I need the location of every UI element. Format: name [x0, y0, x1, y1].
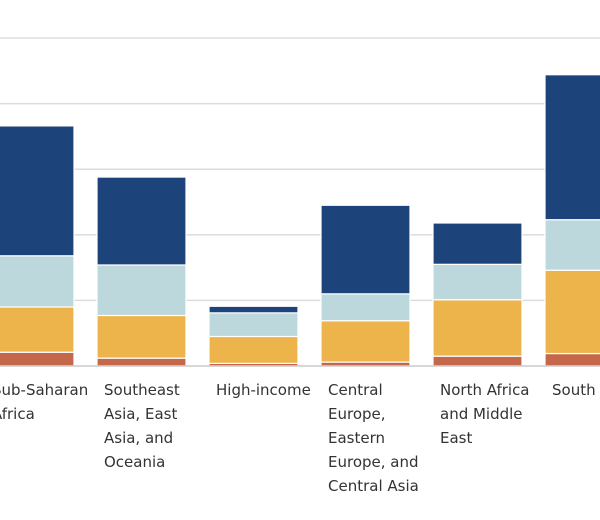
bar-segment-2-2 — [208, 312, 299, 338]
bar-segment-0-1 — [0, 306, 75, 353]
bar-segment-4-0 — [432, 355, 523, 367]
bar-segment-2-3 — [208, 305, 299, 314]
bar-segment-5-2 — [544, 219, 600, 271]
bar-segment-4-1 — [432, 299, 523, 357]
bar-segment-2-1 — [208, 335, 299, 364]
bar-segment-5-1 — [544, 269, 600, 355]
x-tick-label-2: High-income — [216, 381, 311, 399]
bar-segment-3-2 — [320, 293, 411, 322]
bar-segment-0-2 — [0, 255, 75, 308]
x-tick-label-5: South Asia — [552, 381, 600, 399]
x-tick-label-4: North Africa and Middle East — [440, 381, 530, 447]
bar-segment-0-3 — [0, 125, 75, 257]
x-tick-label-0: Sub-SaharanAfrica — [0, 381, 88, 423]
bars — [0, 74, 600, 367]
bar-segment-1-0 — [96, 357, 187, 367]
x-tick-label-1: Southeast Asia, East Asia, and Oceania — [104, 381, 180, 471]
bar-segment-3-3 — [320, 204, 411, 295]
bar-segment-5-0 — [544, 352, 600, 367]
bar-segment-1-1 — [96, 314, 187, 359]
bar-segment-3-1 — [320, 320, 411, 363]
bar-segment-1-3 — [96, 176, 187, 266]
bar-segment-4-3 — [432, 222, 523, 265]
x-tick-label-3: Central Europe, Eastern Europe, and Central … — [328, 381, 419, 495]
bar-segment-1-2 — [96, 264, 187, 317]
bar-segment-5-3 — [544, 74, 600, 221]
bar-segment-4-2 — [432, 263, 523, 301]
bar-segment-0-0 — [0, 351, 75, 367]
